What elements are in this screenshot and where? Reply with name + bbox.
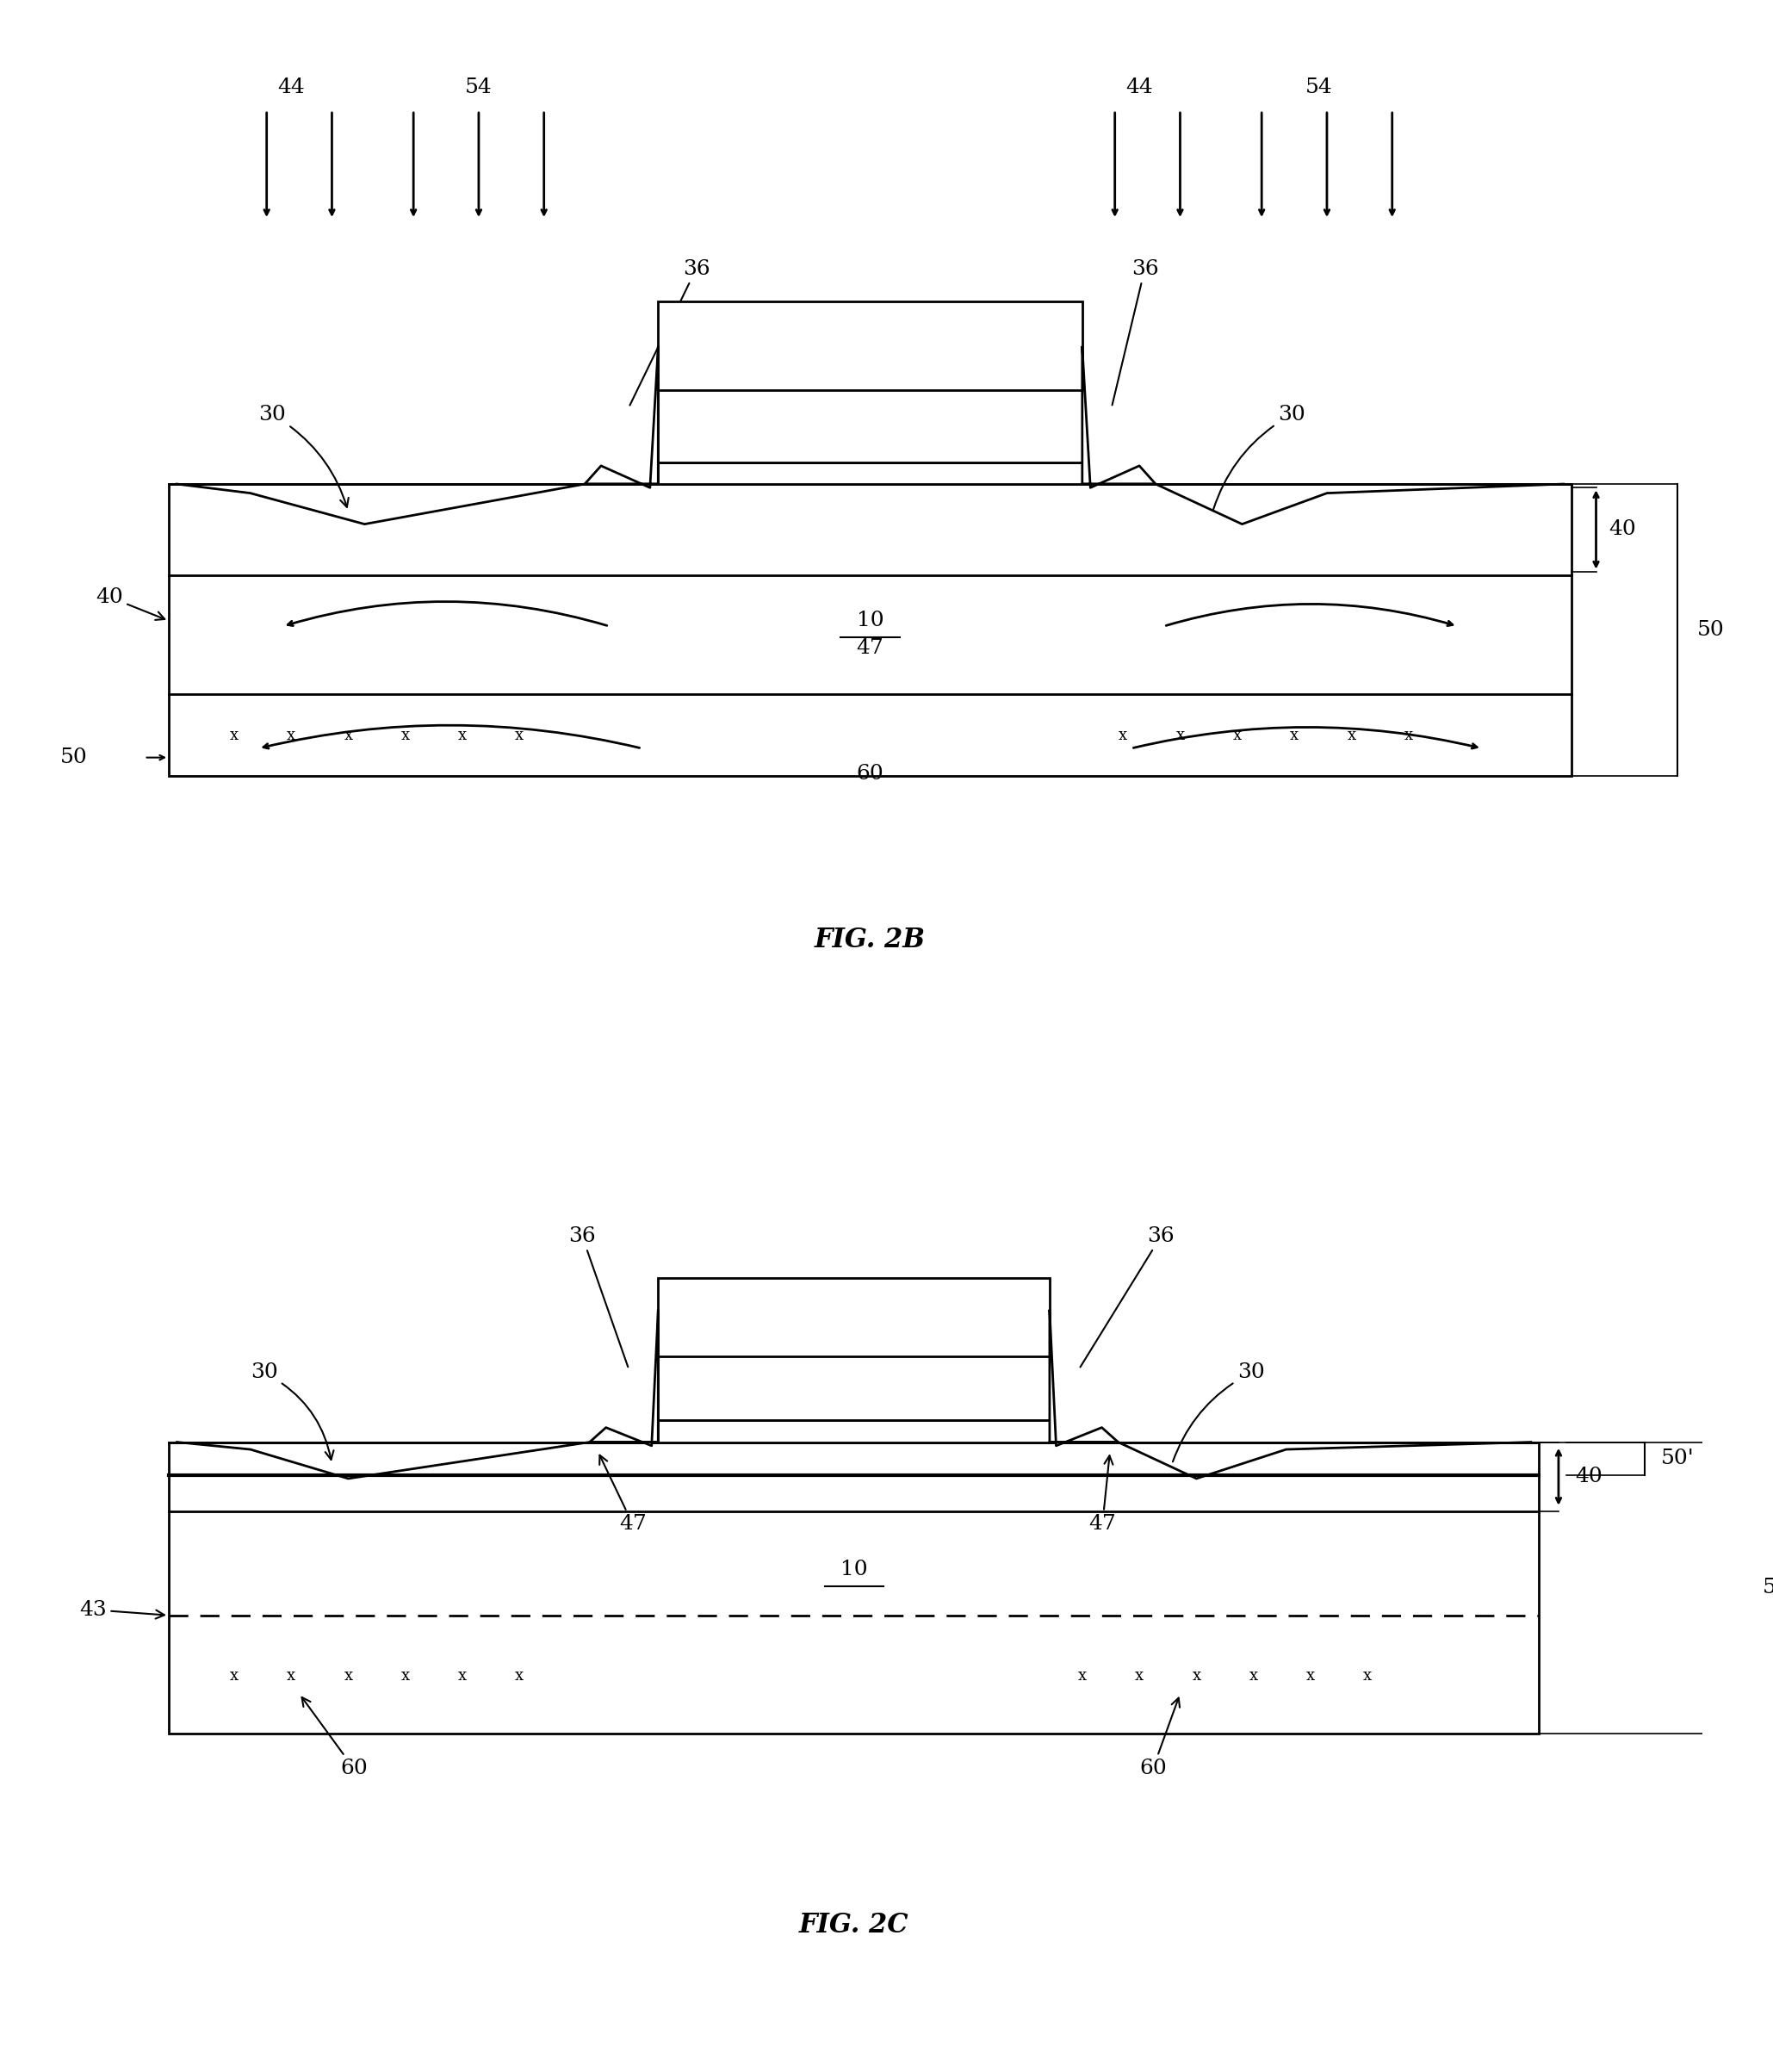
Text: x: x: [287, 1668, 296, 1682]
Text: x: x: [1250, 1668, 1257, 1682]
Bar: [168, 485, 1571, 775]
Text: x: x: [344, 1668, 353, 1682]
Text: x: x: [230, 727, 238, 744]
Text: 36: 36: [569, 1227, 628, 1368]
Bar: [658, 462, 1082, 485]
Text: x: x: [1175, 727, 1184, 744]
Text: 60: 60: [301, 1697, 367, 1778]
Text: 44: 44: [277, 77, 305, 97]
Text: 36: 36: [629, 259, 709, 406]
Text: x: x: [1291, 727, 1298, 744]
Text: x: x: [1191, 1668, 1200, 1682]
Text: 50: 50: [1762, 1579, 1773, 1598]
Polygon shape: [1050, 1312, 1119, 1446]
Text: x: x: [457, 1668, 466, 1682]
Text: FIG. 2B: FIG. 2B: [814, 926, 926, 953]
Polygon shape: [1082, 348, 1156, 487]
Text: x: x: [1078, 1668, 1087, 1682]
Text: x: x: [516, 1668, 523, 1682]
Text: 60: 60: [1140, 1697, 1179, 1778]
Text: 36: 36: [1080, 1227, 1175, 1368]
Text: 47: 47: [1089, 1457, 1117, 1533]
Text: 30: 30: [1213, 404, 1305, 510]
Text: 30: 30: [259, 404, 349, 508]
Polygon shape: [590, 1312, 658, 1446]
Text: 30: 30: [1172, 1363, 1264, 1461]
Text: 47: 47: [856, 638, 885, 659]
Text: x: x: [1135, 1668, 1144, 1682]
Text: 50': 50': [1661, 1448, 1695, 1469]
Text: 24: 24: [840, 1339, 867, 1359]
Text: 50: 50: [60, 748, 87, 767]
Text: 54: 54: [465, 77, 493, 97]
Text: x: x: [1363, 1668, 1372, 1682]
Text: 54: 54: [1305, 77, 1333, 97]
Text: x: x: [516, 727, 523, 744]
Text: x: x: [344, 727, 353, 744]
Text: 50: 50: [1697, 620, 1725, 640]
Text: 30: 30: [250, 1363, 333, 1459]
Bar: [658, 303, 1082, 462]
Text: 47: 47: [599, 1455, 647, 1533]
Text: x: x: [287, 727, 296, 744]
Text: 10: 10: [840, 1560, 867, 1579]
Text: x: x: [1347, 727, 1356, 744]
Text: x: x: [457, 727, 466, 744]
Text: x: x: [1119, 727, 1128, 744]
Bar: [658, 1419, 1050, 1442]
Text: x: x: [1404, 727, 1413, 744]
Text: 40: 40: [1574, 1467, 1603, 1486]
Text: x: x: [230, 1668, 238, 1682]
Text: 36: 36: [1112, 259, 1158, 406]
Text: 60: 60: [856, 765, 885, 783]
Bar: [168, 1442, 1539, 1734]
Text: FIG. 2C: FIG. 2C: [800, 1912, 910, 1939]
Text: x: x: [1307, 1668, 1316, 1682]
Polygon shape: [585, 348, 658, 487]
Text: 40: 40: [96, 586, 165, 620]
Text: 43: 43: [80, 1600, 165, 1620]
Text: x: x: [401, 727, 410, 744]
Text: 10: 10: [856, 611, 883, 630]
Text: 44: 44: [1126, 77, 1152, 97]
Text: x: x: [401, 1668, 410, 1682]
Bar: [658, 1278, 1050, 1419]
Text: 40: 40: [1610, 520, 1636, 539]
Text: x: x: [1232, 727, 1241, 744]
Text: 24: 24: [856, 373, 885, 392]
